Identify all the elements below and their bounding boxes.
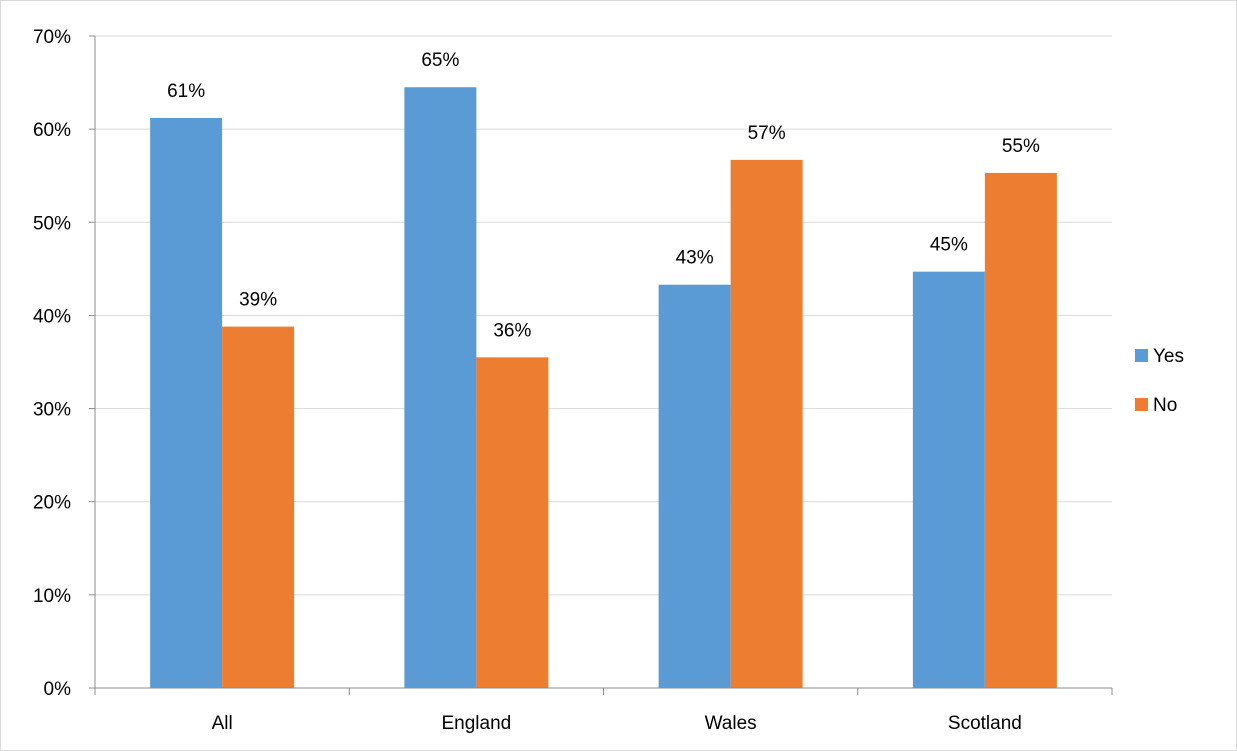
- legend: Yes No: [1135, 346, 1184, 416]
- bar-yes-wales: [658, 284, 731, 688]
- x-tick-label: All: [212, 713, 233, 734]
- data-label: 45%: [930, 235, 968, 256]
- bar-yes-all: [150, 117, 223, 689]
- y-tick-label: 30%: [33, 400, 71, 421]
- data-label: 57%: [748, 123, 786, 144]
- data-label: 36%: [493, 320, 531, 341]
- data-label: 39%: [239, 290, 277, 311]
- y-tick-label: 60%: [33, 120, 71, 141]
- y-tick-label: 40%: [33, 306, 71, 327]
- data-label: 65%: [421, 50, 459, 71]
- bar-no-england: [476, 357, 549, 688]
- bar-no-all: [222, 326, 295, 688]
- bar-yes-england: [404, 87, 477, 688]
- data-label: 43%: [676, 248, 714, 269]
- y-tick-label: 50%: [33, 213, 71, 234]
- y-tick-label: 10%: [33, 586, 71, 607]
- legend-label: No: [1153, 395, 1177, 416]
- x-tick-label: Wales: [705, 713, 757, 734]
- data-label: 55%: [1002, 136, 1040, 157]
- axes: 0% 10% 20% 30% 40% 50% 60% 70% All England Wales Sc…: [33, 27, 1113, 734]
- x-tick-label: Scotland: [948, 713, 1022, 734]
- legend-swatch-yes: [1135, 349, 1148, 362]
- legend-swatch-no: [1135, 398, 1148, 411]
- bar-no-wales: [730, 159, 803, 688]
- y-tick-label: 0%: [44, 679, 72, 700]
- legend-label: Yes: [1153, 346, 1184, 367]
- bar-yes-scotland: [912, 271, 985, 688]
- x-tick-label: England: [442, 713, 512, 734]
- y-tick-label: 20%: [33, 493, 71, 514]
- bar-no-scotland: [984, 172, 1057, 689]
- data-labels: 61% 39% 65% 36% 43% 57% 45% 55%: [167, 50, 1040, 341]
- data-label: 61%: [167, 81, 205, 102]
- bars: [150, 87, 1057, 689]
- y-tick-label: 70%: [33, 27, 71, 48]
